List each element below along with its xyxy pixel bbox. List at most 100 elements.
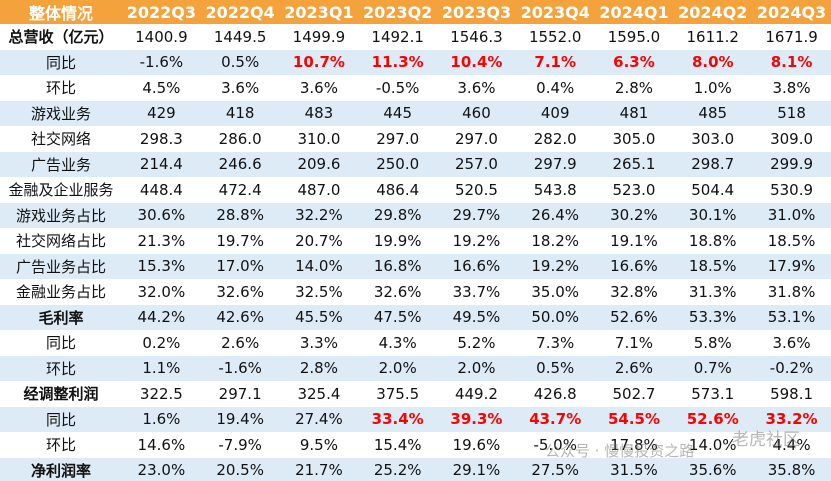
- cell: 502.7: [612, 384, 656, 403]
- cell: 1400.9: [135, 27, 188, 46]
- cell: 52.6%: [610, 308, 658, 327]
- cell: 3.6%: [221, 78, 260, 97]
- cell: 53.3%: [688, 308, 737, 327]
- row-label: 净利润率: [30, 461, 91, 480]
- cell: 42.6%: [216, 308, 264, 327]
- row-label: 经调整利润: [23, 385, 99, 404]
- cell: -7.9%: [218, 435, 262, 454]
- cell: 214.4: [139, 155, 183, 174]
- cell: 1611.2: [686, 27, 739, 46]
- table-row: 社交网络占比 21.3% 19.7% 20.7% 19.9% 19.2% 18.2% 19.1…: [0, 228, 831, 254]
- cell: 32.0%: [137, 282, 186, 301]
- cell: 309.0: [770, 129, 814, 148]
- cell: 250.0: [376, 155, 420, 174]
- cell: 23.0%: [137, 461, 186, 480]
- cell: 310.0: [297, 129, 341, 148]
- cell: 520.5: [454, 180, 498, 199]
- table-row: 同比 1.6% 19.4% 27.4% 33.4% 39.3% 43.7% 54.5% 52.6…: [0, 406, 831, 432]
- cell: 33.7%: [452, 282, 501, 301]
- cell: 543.8: [533, 180, 577, 199]
- cell: 18.5%: [767, 231, 816, 250]
- cell: 20.7%: [295, 231, 343, 250]
- cell: 30.2%: [610, 206, 658, 225]
- cell: 297.9: [533, 155, 577, 174]
- cell: 265.1: [612, 155, 656, 174]
- cell: -0.5%: [375, 78, 420, 97]
- cell: 1671.9: [765, 27, 818, 46]
- cell: 1552.0: [528, 27, 582, 46]
- cell: 2.8%: [299, 359, 338, 378]
- cell: 19.4%: [216, 410, 264, 429]
- cell: 20.5%: [216, 461, 264, 480]
- cell: 5.8%: [693, 333, 732, 352]
- cell: 1492.1: [371, 27, 424, 46]
- cell: 50.0%: [531, 308, 580, 327]
- row-label: 同比: [45, 53, 76, 72]
- cell: 6.3%: [613, 53, 655, 72]
- cell: 429: [147, 104, 176, 123]
- cell: -0.2%: [769, 359, 814, 378]
- cell: 297.0: [376, 129, 420, 148]
- cell: 43.7%: [529, 410, 582, 429]
- header-cell: 2023Q3: [441, 2, 512, 22]
- cell: 35.8%: [767, 461, 816, 480]
- cell: 32.5%: [295, 282, 343, 301]
- cell: 52.6%: [686, 410, 739, 429]
- row-label: 游戏业务: [30, 104, 91, 123]
- cell: 2.0%: [378, 359, 417, 378]
- cell: 49.5%: [452, 308, 501, 327]
- row-label: 广告业务: [30, 155, 91, 174]
- cell: 4.5%: [142, 78, 181, 97]
- header-cell: 整体情况: [28, 4, 93, 23]
- cell: 504.4: [691, 180, 735, 199]
- row-label: 社交网络占比: [15, 232, 106, 251]
- cell: 448.4: [139, 180, 183, 199]
- row-label: 环比: [45, 79, 76, 98]
- cell: 18.8%: [688, 231, 737, 250]
- cell: 449.2: [454, 384, 498, 403]
- cell: 4.4%: [772, 435, 811, 454]
- cell: 26.4%: [531, 206, 580, 225]
- cell: 298.7: [691, 155, 735, 174]
- cell: 16.6%: [610, 257, 658, 276]
- cell: 17.0%: [216, 257, 264, 276]
- cell: 33.4%: [371, 410, 424, 429]
- cell: 28.8%: [216, 206, 264, 225]
- table-row: 总营收（亿元） 1400.9 1449.5 1499.9 1492.1 1546.3 155…: [0, 24, 831, 50]
- cell: 15.3%: [137, 257, 186, 276]
- cell: 0.5%: [536, 359, 575, 378]
- cell: 1595.0: [607, 27, 661, 46]
- table-row: 金融及企业服务 448.4 472.4 487.0 486.4 520.5 543.8 523…: [0, 177, 831, 203]
- cell: 21.3%: [137, 231, 186, 250]
- table-row: 经调整利润 322.5 297.1 325.4 375.5 449.2 426.8 502.7…: [0, 381, 831, 407]
- table-row: 游戏业务 429 418 483 445 460 409 481 485 518: [0, 100, 831, 126]
- cell: 297.1: [218, 384, 262, 403]
- cell: 5.2%: [457, 333, 496, 352]
- cell: 7.1%: [534, 53, 577, 72]
- cell: 7.3%: [536, 333, 575, 352]
- cell: 39.3%: [450, 410, 503, 429]
- cell: 32.8%: [610, 282, 658, 301]
- cell: 44.2%: [137, 308, 186, 327]
- cell: 19.1%: [610, 231, 658, 250]
- cell: 3.6%: [299, 78, 338, 97]
- cell: -1.6%: [139, 53, 184, 72]
- cell: 4.3%: [378, 333, 417, 352]
- header-cell: 2023Q4: [520, 2, 590, 22]
- header-cell: 2022Q3: [126, 2, 197, 22]
- header-cell: 2024Q1: [599, 2, 669, 22]
- cell: 1546.3: [450, 27, 503, 46]
- row-label: 社交网络: [30, 130, 91, 149]
- cell: 8.0%: [691, 53, 734, 72]
- cell: 523.0: [612, 180, 656, 199]
- row-label: 环比: [45, 359, 76, 378]
- table-row: 社交网络 298.3 286.0 310.0 297.0 297.0 282.0 305.0 3…: [0, 126, 831, 152]
- cell: 598.1: [770, 384, 814, 403]
- cell: 486.4: [376, 180, 420, 199]
- cell: 485: [698, 104, 728, 123]
- cell: 19.9%: [373, 231, 422, 250]
- cell: 298.3: [139, 129, 183, 148]
- cell: 31.5%: [610, 461, 658, 480]
- cell: 0.7%: [693, 359, 732, 378]
